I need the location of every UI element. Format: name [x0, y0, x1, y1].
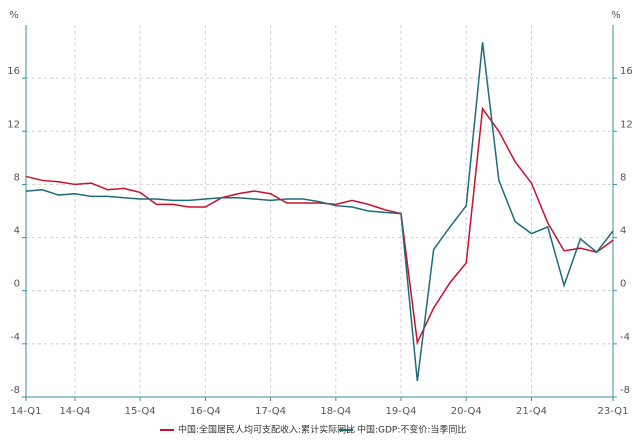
y-tick-label: 12: [7, 119, 20, 130]
y2-tick-label: -8: [620, 385, 630, 396]
x-tick-label: 19-Q4: [386, 406, 417, 417]
y-tick-label: 16: [7, 66, 20, 77]
y-tick-label: 0: [14, 279, 20, 290]
x-tick-label: 15-Q4: [125, 406, 156, 417]
y2-tick-label: 8: [620, 172, 626, 183]
x-tick-label: 18-Q4: [320, 406, 351, 417]
y-tick-label: 4: [14, 226, 20, 237]
series-line: [25, 106, 614, 346]
y-axis-label: %: [9, 10, 19, 21]
series-line: [25, 42, 614, 382]
x-tick-label: 17-Q4: [255, 406, 286, 417]
y-tick-label: -8: [10, 385, 20, 396]
y2-tick-label: 12: [620, 119, 633, 130]
x-tick-label: 21-Q4: [516, 406, 547, 417]
y2-tick-label: 0: [620, 279, 626, 290]
y2-tick-label: -4: [620, 332, 630, 343]
y2-tick-label: 4: [620, 226, 626, 237]
y-tick-label: -4: [10, 332, 20, 343]
y-tick-label: 8: [14, 172, 20, 183]
x-tick-label: 20-Q4: [451, 406, 482, 417]
legend-label: 中国:全国居民人均可支配收入:累计实际同比: [178, 424, 355, 436]
x-tick-label: 23-Q1: [598, 406, 629, 417]
y2-axis-label: %: [611, 10, 621, 21]
legend-label: 中国:GDP:不变价:当季同比: [357, 424, 466, 436]
x-tick-label: 16-Q4: [190, 406, 221, 417]
x-tick-label: 14-Q4: [59, 406, 90, 417]
x-tick-label: 14-Q1: [11, 406, 42, 417]
y2-tick-label: 16: [620, 66, 633, 77]
